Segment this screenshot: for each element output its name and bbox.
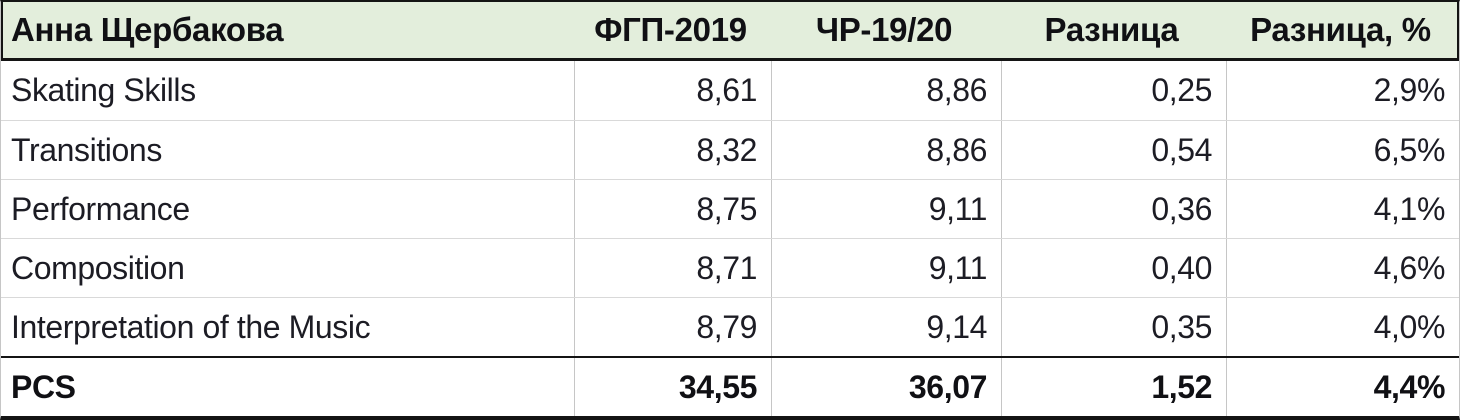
cell-diff-pct[interactable]: 4,0% (1226, 298, 1459, 356)
total-label[interactable]: PCS (11, 368, 76, 405)
cell-fgp[interactable]: 8,61 (574, 61, 771, 120)
total-diff[interactable]: 1,52 (1001, 358, 1226, 416)
cell-chr[interactable]: 9,11 (771, 180, 1001, 238)
cell-chr[interactable]: 8,86 (771, 121, 1001, 179)
table-row-transitions: Transitions 8,32 8,86 0,54 6,5% (1, 120, 1459, 179)
row-label[interactable]: Composition (11, 249, 185, 286)
row-label[interactable]: Performance (11, 190, 190, 227)
cell-diff-pct[interactable]: 4,1% (1226, 180, 1459, 238)
row-label[interactable]: Interpretation of the Music (11, 308, 371, 345)
cell-diff[interactable]: 0,35 (1001, 298, 1226, 356)
cell-diff[interactable]: 0,25 (1001, 61, 1226, 120)
header-col-fgp-2019[interactable]: ФГП-2019 (594, 11, 747, 48)
header-col-difference[interactable]: Разница (1044, 11, 1179, 48)
cell-chr[interactable]: 9,11 (771, 239, 1001, 297)
table-row-skating-skills: Skating Skills 8,61 8,86 0,25 2,9% (1, 61, 1459, 120)
cell-diff[interactable]: 0,36 (1001, 180, 1226, 238)
cell-diff-pct[interactable]: 4,6% (1226, 239, 1459, 297)
cell-fgp[interactable]: 8,79 (574, 298, 771, 356)
cell-fgp[interactable]: 8,71 (574, 239, 771, 297)
table-row-performance: Performance 8,75 9,11 0,36 4,1% (1, 179, 1459, 238)
cell-chr[interactable]: 9,14 (771, 298, 1001, 356)
table-row-interpretation: Interpretation of the Music 8,79 9,14 0,… (1, 297, 1459, 356)
cell-diff-pct[interactable]: 6,5% (1226, 121, 1459, 179)
row-label[interactable]: Skating Skills (11, 72, 196, 108)
table-header-row: Анна Щербакова ФГП-2019 ЧР-19/20 Разница… (1, 2, 1459, 61)
row-label[interactable]: Transitions (11, 131, 162, 168)
total-chr[interactable]: 36,07 (771, 358, 1001, 416)
cell-diff-pct[interactable]: 2,9% (1226, 61, 1459, 120)
table-row-composition: Composition 8,71 9,11 0,40 4,6% (1, 238, 1459, 297)
header-col-difference-pct[interactable]: Разница, % (1250, 11, 1431, 48)
cell-chr[interactable]: 8,86 (771, 61, 1001, 120)
header-col-chr-19-20[interactable]: ЧР-19/20 (815, 11, 953, 48)
cell-fgp[interactable]: 8,75 (574, 180, 771, 238)
cell-diff[interactable]: 0,54 (1001, 121, 1226, 179)
total-diff-pct[interactable]: 4,4% (1226, 358, 1459, 416)
table-row-pcs-total: PCS 34,55 36,07 1,52 4,4% (1, 356, 1459, 416)
total-fgp[interactable]: 34,55 (574, 358, 771, 416)
cell-diff[interactable]: 0,40 (1001, 239, 1226, 297)
header-skater-name[interactable]: Анна Щербакова (11, 11, 284, 48)
cell-fgp[interactable]: 8,32 (574, 121, 771, 179)
